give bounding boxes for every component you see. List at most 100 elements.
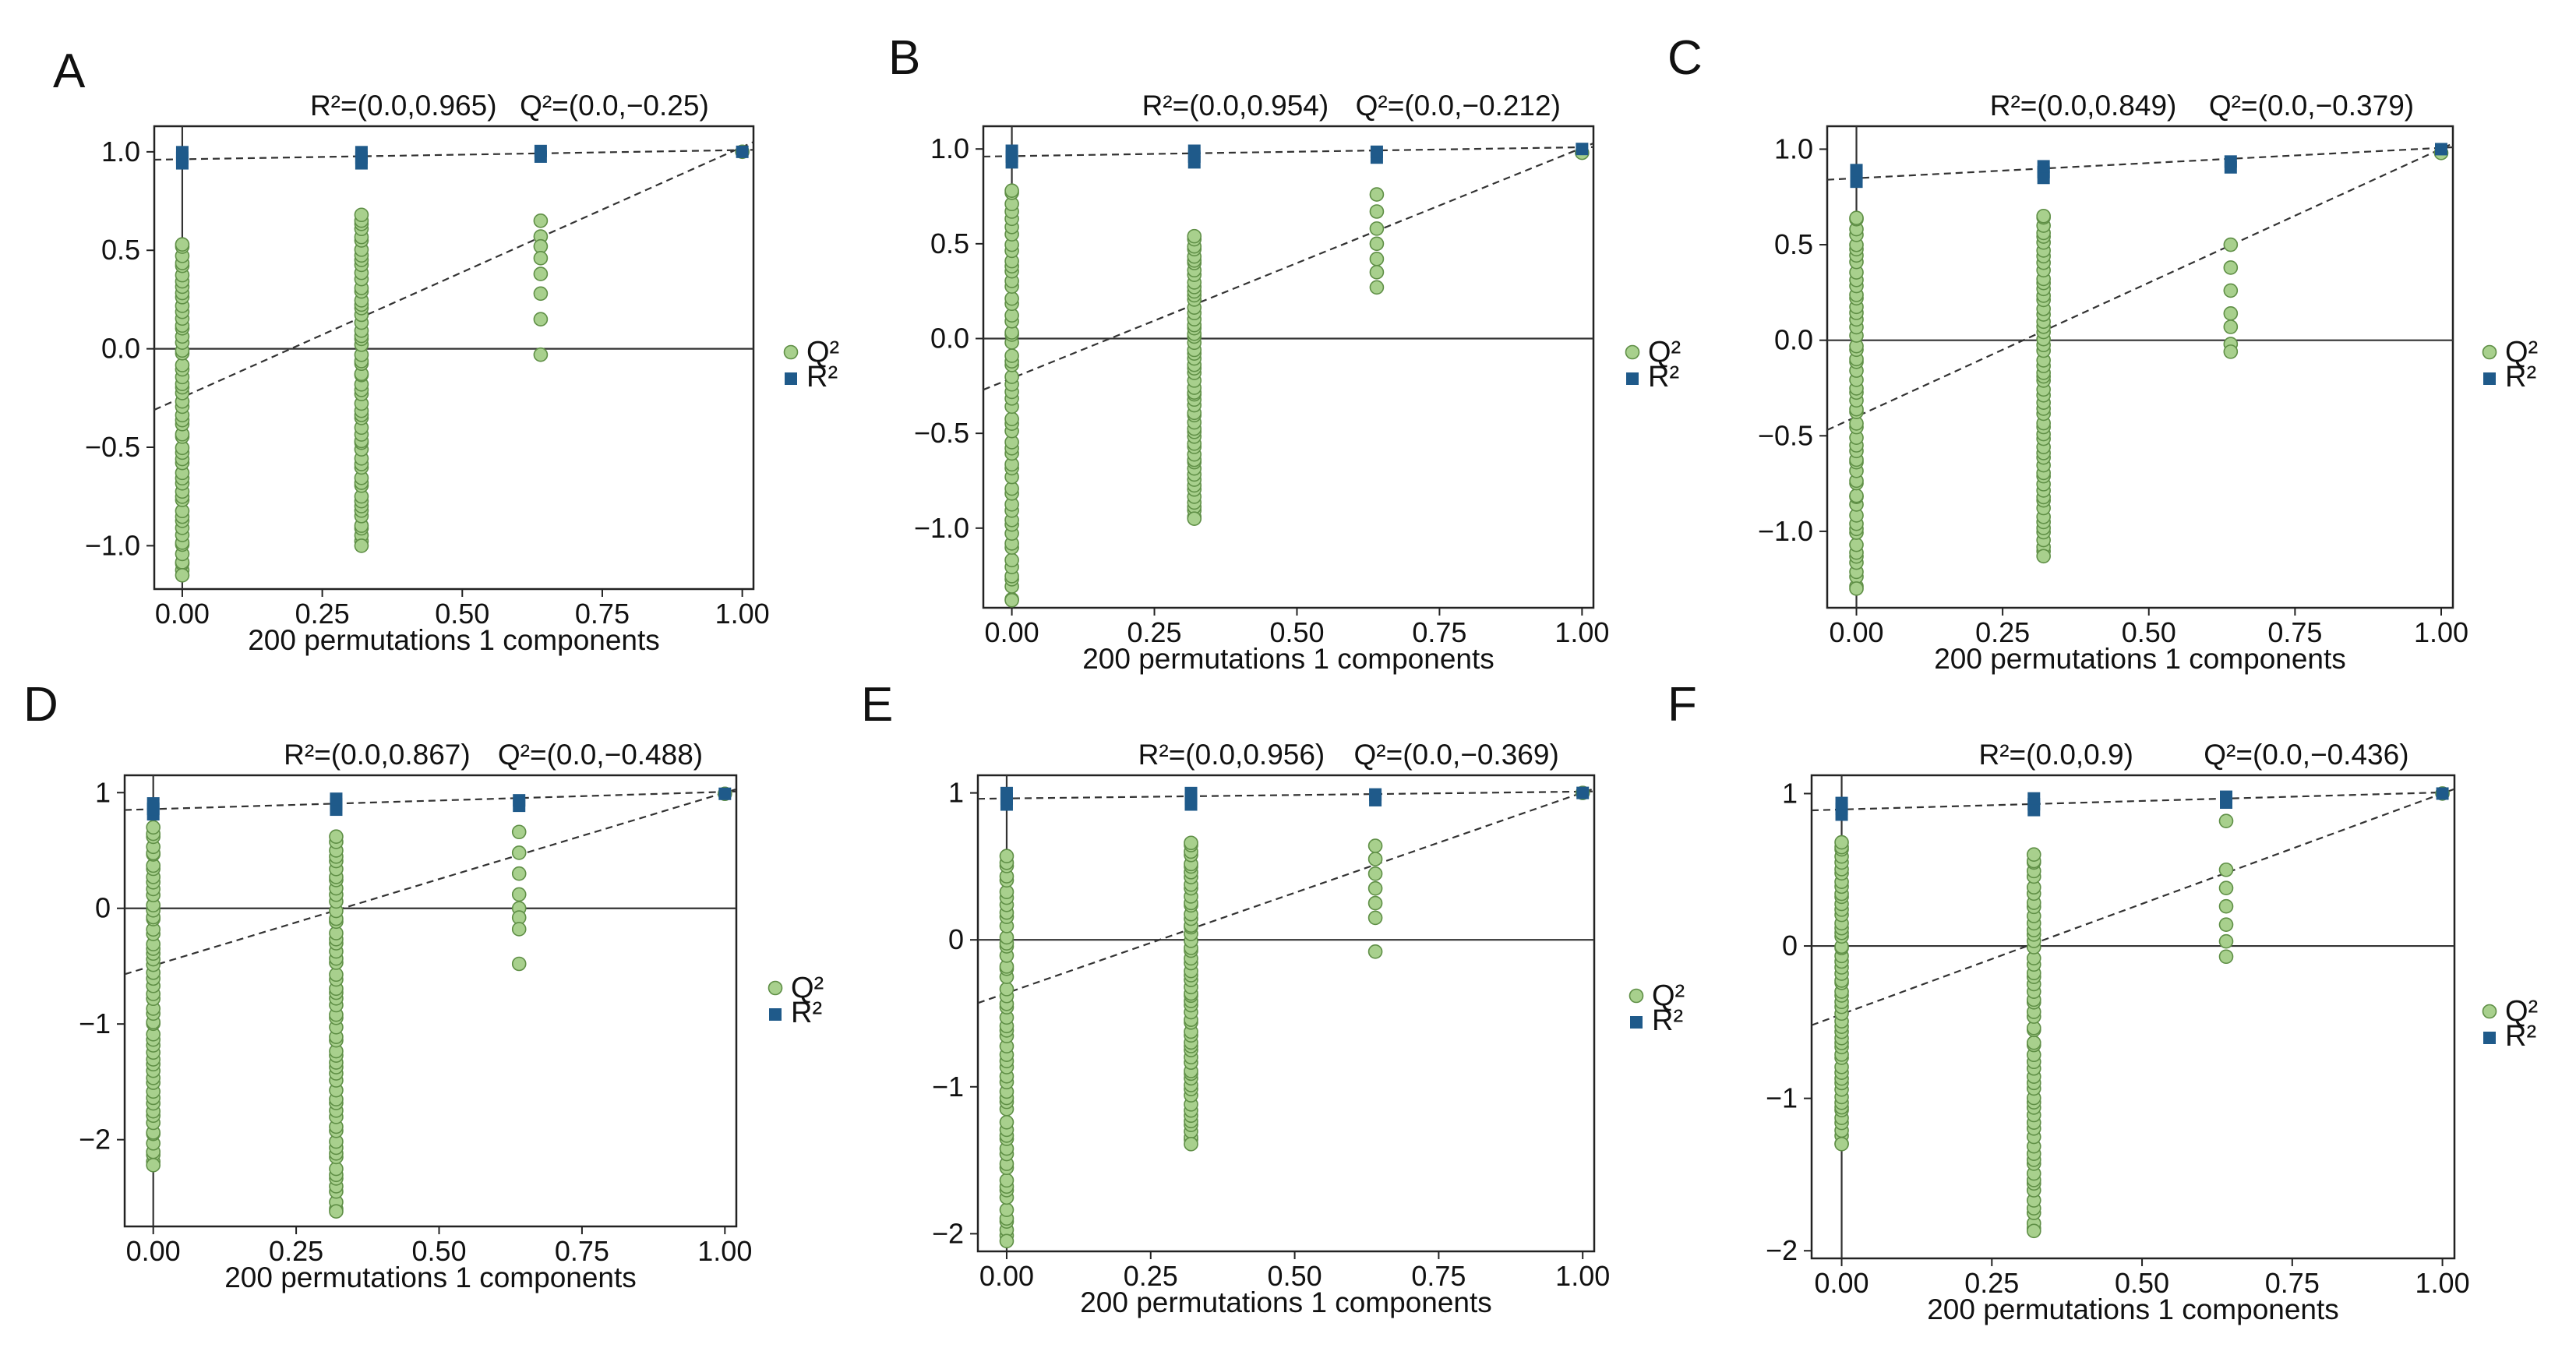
legend-r2-marker (1630, 1016, 1643, 1029)
x-tick-label: 0.75 (555, 1235, 609, 1267)
q2-point (1849, 537, 1864, 552)
legend-r2-label: R² (2505, 1020, 2536, 1053)
x-tick-label: 0.50 (1268, 1260, 1322, 1292)
x-tick-label: 0.75 (2267, 616, 2322, 648)
q2-point (1369, 221, 1385, 236)
q2-regression-line (1811, 788, 2455, 1026)
y-tick-label: 0.5 (930, 228, 969, 259)
panel-b: B R²=(0.0,0.954) Q²=(0.0,−0.212) 0.00 0.25 0.… (888, 31, 1681, 675)
r2-point (1370, 145, 1383, 158)
q2-regression-line (977, 787, 1595, 1004)
q2-point (1849, 581, 1864, 596)
q2-point (2223, 283, 2239, 298)
r2-point (534, 144, 547, 157)
x-axis-label: 200 permutations 1 components (248, 624, 660, 656)
y-tick-label: −1 (932, 1071, 964, 1103)
q2-point (511, 887, 527, 902)
q2-point (1187, 228, 1202, 244)
y-tick-label: 0 (948, 923, 964, 955)
plot-frame (123, 774, 738, 1228)
x-tick-label: 0.75 (2265, 1267, 2320, 1299)
x-tick-label: 0.00 (985, 616, 1039, 648)
x-tick-label: 1.00 (697, 1235, 752, 1267)
plot-frame (153, 125, 755, 591)
x-tick-label: 1.00 (2414, 616, 2468, 648)
q2-point (1184, 1137, 1198, 1152)
y-tick-label: 1.0 (1774, 132, 1813, 164)
r2-statistic: R²=(0.0,0.965) (310, 90, 497, 122)
y-tick-label: −0.5 (914, 417, 969, 449)
x-tick-label: 0.25 (1964, 1267, 2019, 1299)
x-tick-label: 0.50 (2122, 616, 2176, 648)
r2-regression-line (154, 149, 754, 161)
q2-statistic: Q²=(0.0,−0.436) (2204, 739, 2408, 771)
r2-point (1576, 786, 1590, 799)
q2-point (2036, 549, 2051, 564)
r2-point (1005, 144, 1018, 157)
panel-letter: A (53, 44, 86, 98)
y-tick-label: −2 (79, 1124, 111, 1156)
legend-r2-label: R² (2505, 361, 2536, 393)
q2-point (1004, 291, 1019, 306)
r2-statistic: R²=(0.0,0.867) (284, 739, 471, 771)
plot-frame (976, 774, 1596, 1253)
r2-point (2027, 792, 2041, 805)
y-tick-label: −2 (932, 1217, 964, 1249)
legend-r2-marker (785, 372, 797, 385)
legend-q2-label: Q² (2505, 995, 2538, 1028)
r2-point (736, 145, 749, 158)
x-tick-label: 0.25 (295, 598, 350, 630)
q2-regression-line (154, 141, 754, 411)
legend-q2-label: Q² (1652, 979, 1685, 1012)
q2-point (2026, 1035, 2041, 1050)
legend-q2-label: Q² (2505, 336, 2538, 369)
r2-point (330, 792, 343, 806)
q2-point (1369, 204, 1385, 219)
q2-statistic: Q²=(0.0,−0.379) (2209, 90, 2414, 122)
q2-point (511, 845, 527, 860)
q2-point (533, 286, 549, 302)
x-tick-label: 0.00 (1829, 616, 1883, 648)
q2-point (511, 824, 527, 840)
q2-point (999, 1173, 1015, 1188)
q2-point (2223, 237, 2239, 252)
r2-statistic: R²=(0.0,0.956) (1138, 739, 1325, 771)
q2-point (2218, 933, 2234, 949)
x-axis-label: 200 permutations 1 components (224, 1261, 637, 1293)
q2-point (999, 849, 1015, 864)
q2-point (1367, 866, 1383, 881)
r2-point (2224, 155, 2237, 168)
q2-point (2026, 847, 2041, 863)
y-tick-label: 0.5 (1774, 228, 1813, 260)
legend-q2-marker (1625, 344, 1640, 360)
legend-q2-marker (768, 980, 783, 996)
r2-point (1835, 796, 1848, 810)
y-tick-label: 1 (95, 776, 111, 808)
x-tick-label: 0.75 (1412, 616, 1466, 648)
panel-letter: D (23, 678, 58, 732)
panel-e: E R²=(0.0,0.956) Q²=(0.0,−0.369) 0.00 0.25 0.… (861, 678, 1685, 1318)
panel-d: D R²=(0.0,0.867) Q²=(0.0,−0.488) 0.00 0.25 0.… (23, 678, 824, 1293)
legend-q2-label: Q² (1648, 336, 1681, 369)
q2-point (2223, 306, 2239, 321)
panel-f: F R²=(0.0,0.9) Q²=(0.0,−0.436) 0.00 0.25 0.50… (1667, 678, 2538, 1325)
y-tick-label: 0 (1782, 930, 1798, 962)
plot-frame (1826, 125, 2454, 609)
q2-point (1004, 183, 1019, 199)
q2-point (511, 956, 527, 972)
r2-point (1576, 143, 1589, 156)
r2-statistic: R²=(0.0,0.849) (1990, 90, 2177, 122)
r2-regression-line (1826, 146, 2454, 181)
y-tick-label: 0.5 (101, 234, 140, 266)
r2-point (175, 146, 189, 159)
plot-frame (982, 125, 1595, 609)
legend-r2-label: R² (806, 361, 838, 393)
q2-point (533, 251, 549, 266)
panel-letter: B (888, 31, 920, 85)
q2-regression-line (983, 142, 1594, 391)
legend-r2-marker (2483, 372, 2496, 385)
